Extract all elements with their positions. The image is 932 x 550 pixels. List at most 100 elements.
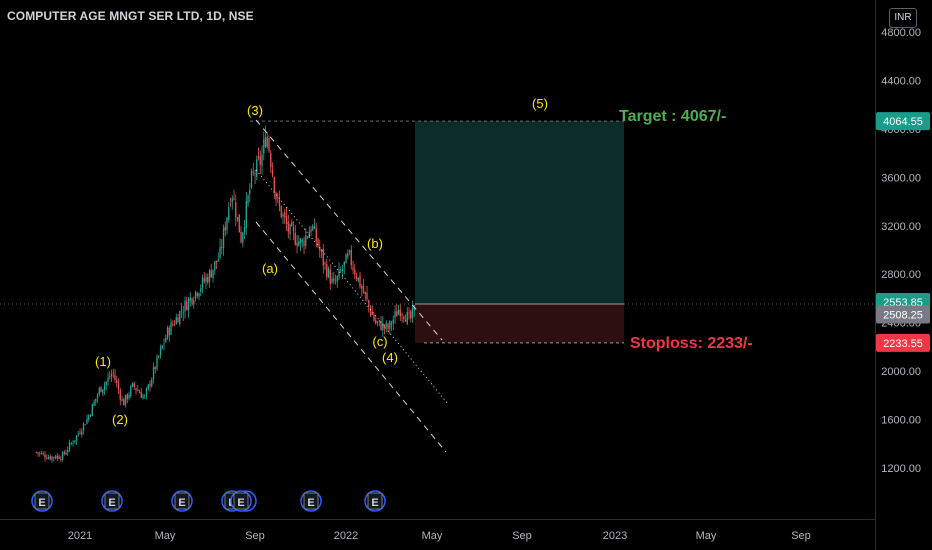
candle-body <box>361 286 363 289</box>
candle-body <box>140 392 142 398</box>
candle-body <box>67 450 69 453</box>
candle-body <box>410 311 412 319</box>
candle-body <box>74 440 76 443</box>
candle-body <box>334 281 337 283</box>
candle-body <box>203 278 205 282</box>
candle-body <box>217 259 219 262</box>
candle-body <box>200 288 202 292</box>
candle-body <box>268 138 270 152</box>
candle-body <box>352 267 354 270</box>
currency-button[interactable]: INR <box>889 8 917 28</box>
candle-body <box>128 395 130 399</box>
candle-body <box>355 275 358 280</box>
candle-body <box>39 452 41 454</box>
candle-body <box>96 394 99 399</box>
candle-body <box>221 247 223 249</box>
candle-body <box>224 226 226 231</box>
candle-body <box>75 435 78 441</box>
candle-body <box>340 270 342 272</box>
candle-body <box>215 260 218 263</box>
candle-body <box>70 443 72 444</box>
x-tick-label: Sep <box>791 530 811 542</box>
candle-body <box>175 317 177 324</box>
candle-body <box>245 200 247 229</box>
candle-body <box>266 136 268 148</box>
candle-body <box>233 198 235 200</box>
candle-body <box>131 382 134 387</box>
position-zones <box>415 121 624 343</box>
earnings-markers[interactable]: EEEEEEE <box>31 490 386 512</box>
x-tick-label: Sep <box>245 530 265 542</box>
x-tick-label: 2021 <box>68 530 92 542</box>
candle-body <box>263 139 265 154</box>
candle-body <box>207 277 209 283</box>
candle-body <box>198 293 200 297</box>
candle-body <box>389 320 391 329</box>
y-tick-label: 2800.00 <box>881 269 921 281</box>
candle-body <box>133 383 135 387</box>
candle-body <box>89 415 92 416</box>
candle-body <box>362 286 365 293</box>
candle-body <box>312 226 314 230</box>
candle-body <box>291 221 293 227</box>
candle-body <box>165 337 167 343</box>
candle-body <box>149 383 151 387</box>
earnings-marker[interactable]: E <box>171 490 193 512</box>
candle-body <box>390 322 393 325</box>
candle-body <box>287 222 289 232</box>
earnings-marker[interactable]: E <box>101 490 123 512</box>
chart-title: COMPUTER AGE MNGT SER LTD, 1D, NSE <box>7 9 254 23</box>
candle-body <box>238 214 240 233</box>
candle-body <box>142 395 144 399</box>
x-tick-label: May <box>696 530 717 542</box>
candle-body <box>275 192 277 200</box>
candle-body <box>214 261 216 271</box>
candle-body <box>166 327 169 339</box>
candle-body <box>159 347 162 356</box>
candle-body <box>88 415 90 420</box>
candle-body <box>100 386 102 393</box>
candle-body <box>261 154 263 166</box>
candle-body <box>47 457 50 459</box>
candle-body <box>187 299 190 311</box>
candle-body <box>212 269 214 279</box>
price-badge-label: 4064.55 <box>883 116 923 128</box>
candle-body <box>256 159 258 177</box>
candle-body <box>404 319 407 322</box>
earnings-marker-letter: E <box>307 497 314 509</box>
candle-body <box>121 399 123 401</box>
candle-body <box>182 312 184 314</box>
candle-body <box>79 432 81 434</box>
candle-body <box>102 389 104 393</box>
candle-body <box>394 311 396 318</box>
candle-body <box>105 381 107 386</box>
candle-body <box>58 456 60 459</box>
price-badge-label: 2508.25 <box>883 310 923 322</box>
candle-body <box>82 423 85 431</box>
candle-body <box>147 384 149 390</box>
y-tick-label: 4400.00 <box>881 75 921 87</box>
candle-body <box>219 246 221 258</box>
candle-body <box>81 431 83 435</box>
earnings-marker[interactable]: E <box>300 490 322 512</box>
earnings-marker[interactable]: E <box>230 490 257 512</box>
candle-body <box>117 383 120 390</box>
candle-body <box>205 277 207 282</box>
candle-body <box>294 232 296 245</box>
candle-body <box>163 343 165 345</box>
earnings-marker[interactable]: E <box>31 490 53 512</box>
candle-body <box>273 177 275 193</box>
candle-body <box>327 268 330 278</box>
candle-body <box>285 216 288 225</box>
earnings-marker[interactable]: E <box>364 490 386 512</box>
candle-body <box>277 197 279 198</box>
candle-body <box>86 418 88 424</box>
candle-body <box>378 320 380 322</box>
candle-body <box>306 236 309 238</box>
price-badge <box>876 333 930 352</box>
candle-body <box>333 278 335 281</box>
candle-body <box>326 263 328 278</box>
candle-body <box>376 321 379 323</box>
candle-body <box>299 239 302 244</box>
